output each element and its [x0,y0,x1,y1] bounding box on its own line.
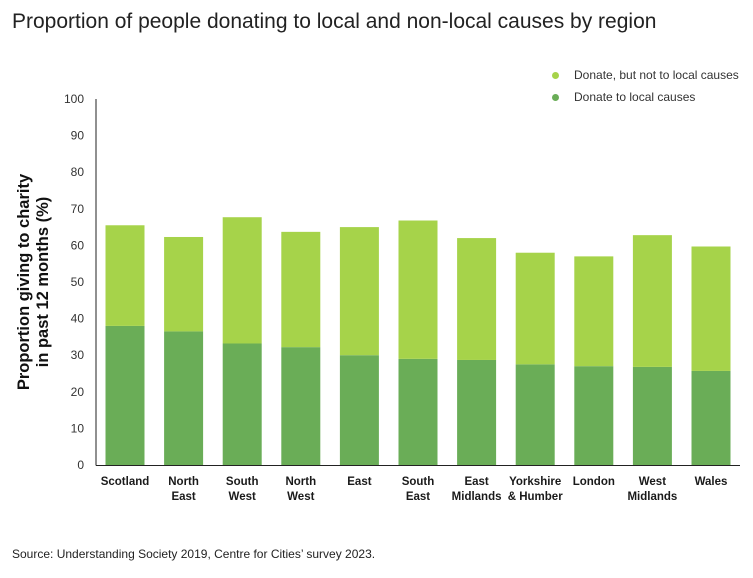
y-tick-label: 70 [71,202,85,216]
x-tick-label-line: East [347,476,371,488]
y-tick-label: 100 [64,92,84,106]
legend-label-local: Donate to local causes [574,90,696,104]
x-tick-label: Yorkshire & Humber [508,476,563,503]
x-tick-label-line: Yorkshire [509,476,561,488]
y-axis-label-line: Proportion giving to charity [15,173,33,390]
x-tick-label-line: West [287,491,314,503]
legend-item-non-local: Donate, but not to local causes [552,64,739,86]
x-tick-label-line: Scotland [101,476,150,488]
bar-non-local [164,236,204,332]
bar-local [105,325,145,465]
x-tick-label-line: South [402,476,435,488]
x-tick-label-line: London [573,476,615,488]
y-tick-label: 50 [71,275,85,289]
x-tick-label-line: North [285,476,316,488]
bar-non-local [222,217,262,344]
x-tick-label-line: East [171,491,195,503]
bar-non-local [339,227,379,356]
bar-local [632,366,672,465]
x-tick-label-line: Wales [695,476,728,488]
bar-local [515,364,555,465]
bar-non-local [691,246,731,371]
legend-label-non-local: Donate, but not to local causes [574,68,739,82]
x-tick-label: South East [402,476,435,503]
bar-non-local [457,238,497,360]
bar-local [281,347,321,465]
bar-local [691,370,731,465]
bar-local [574,366,614,465]
x-tick-label: Scotland [101,476,150,488]
x-tick-label: West Midlands [627,476,677,503]
legend: Donate, but not to local causes Donate t… [552,64,739,108]
legend-item-local: Donate to local causes [552,86,739,108]
y-tick-label: 40 [71,312,85,326]
x-tick-label: East Midlands [452,476,502,503]
bar-local [222,343,262,465]
x-tick-label: North East [168,476,199,503]
x-tick-label: London [573,476,615,488]
y-tick-label: 0 [77,458,84,472]
bar-non-local [574,256,614,367]
y-axis-label: Proportion giving to charityin past 12 m… [15,173,52,390]
x-tick-label: East [347,476,371,488]
bar-local [457,359,497,465]
bar-local [164,331,204,465]
legend-swatch-local [552,93,559,101]
x-tick-label-line: Midlands [627,491,677,503]
y-tick-label: 10 [71,421,85,435]
bar-non-local [398,220,438,359]
legend-swatch-non-local [552,71,559,79]
bar-non-local [281,231,321,348]
x-tick-label-line: West [639,476,666,488]
chart-title: Proportion of people donating to local a… [12,10,657,33]
x-tick-label-line: East [406,491,430,503]
bar-local [339,355,379,465]
y-tick-label: 20 [71,385,85,399]
y-tick-label: 80 [71,165,85,179]
source-note: Source: Understanding Society 2019, Cent… [12,547,376,561]
x-tick-label-line: Midlands [452,491,502,503]
bar-non-local [632,235,672,367]
x-tick-label: North West [285,476,316,503]
y-axis-label-line: in past 12 months (%) [34,197,52,368]
x-tick-label: South West [226,476,259,503]
y-tick-label: 90 [71,129,85,143]
x-tick-label-line: West [229,491,256,503]
x-tick-label: Wales [695,476,728,488]
x-tick-label-line: & Humber [508,491,563,503]
bar-non-local [105,225,145,326]
x-tick-label-line: East [464,476,488,488]
bar-local [398,358,438,465]
x-tick-label-line: North [168,476,199,488]
bar-non-local [515,252,555,365]
y-tick-label: 60 [71,238,85,252]
y-tick-label: 30 [71,348,85,362]
x-tick-label-line: South [226,476,259,488]
